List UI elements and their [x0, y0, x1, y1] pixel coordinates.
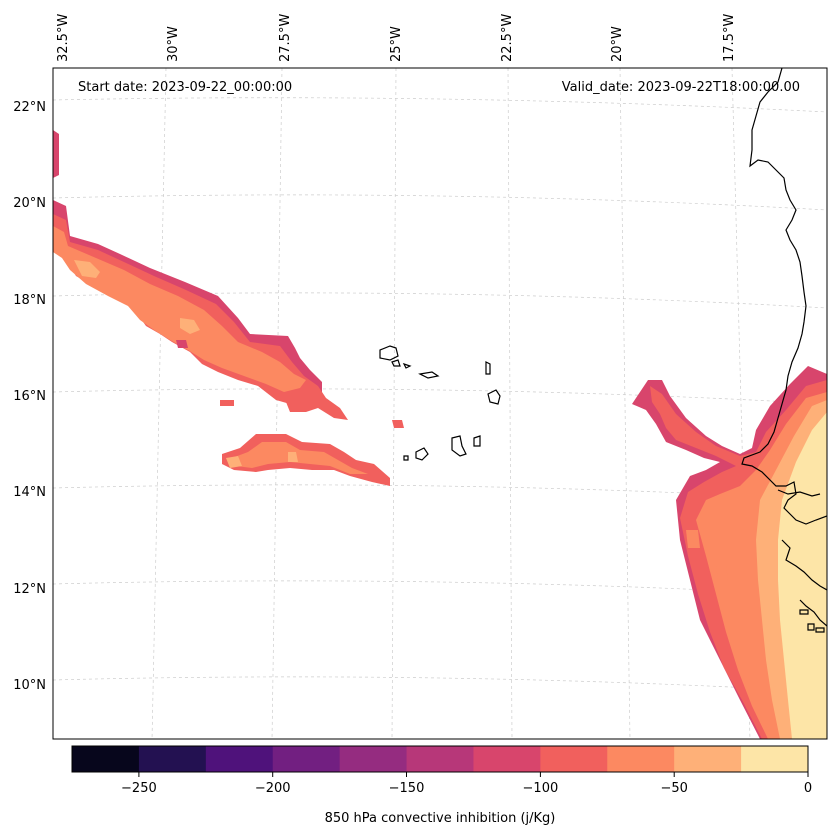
cin-fill-fragment-1 — [220, 400, 234, 406]
cin-contour-fills — [53, 130, 827, 739]
meridian-30w — [151, 68, 167, 739]
meridian-20w — [619, 68, 631, 739]
meridian-27-5w — [271, 68, 283, 739]
colorbar-swatch — [741, 746, 809, 772]
colorbar-ticks — [138, 772, 809, 777]
island-fogo — [415, 447, 429, 461]
map-frame — [52, 67, 828, 740]
colorbar-swatch — [205, 746, 274, 772]
meridian-25w — [391, 68, 397, 739]
coastlines — [379, 68, 827, 633]
start-date-label: Start date: 2023-09-22_00:00:00 — [78, 80, 292, 95]
island-santa-luzia — [402, 362, 412, 369]
cin-fill-south-band-core-2 — [288, 452, 298, 462]
cin-fill-south-band-inner — [232, 442, 368, 474]
colorbar-swatch — [138, 746, 207, 772]
coastline-guinea — [799, 599, 827, 627]
parallel-10n — [53, 676, 827, 693]
meridian-32-5w — [48, 68, 52, 740]
lat-label-12n: 12°N — [13, 582, 46, 597]
cin-fill-south-band-core — [226, 456, 242, 468]
colorbar-tick-label-0: 0 — [804, 781, 812, 796]
colorbar-tick-label-neg100: −100 — [523, 781, 559, 796]
island-boa-vista — [487, 389, 501, 405]
lat-label-20n: 20°N — [13, 196, 46, 211]
island-brava — [403, 455, 409, 461]
meridian-22-5w — [507, 68, 513, 739]
lon-label-17-5w: 17.5°W — [722, 14, 737, 62]
longitude-labels: 32.5°W 30°W 27.5°W 25°W 22.5°W 20°W 17.5… — [56, 14, 737, 62]
coastline-guinea-bissau — [781, 539, 827, 591]
cin-fill-west-edge — [53, 130, 59, 178]
island-santo-antao — [379, 345, 399, 361]
island-santiago — [451, 435, 467, 457]
colorbar-swatch — [406, 746, 474, 772]
parallel-16n — [53, 388, 827, 405]
colorbar-swatch — [540, 746, 608, 772]
colorbar-tick-label-neg250: −250 — [121, 781, 157, 796]
cin-fill-fragment-3 — [392, 420, 404, 428]
cin-fill-nw-band-inner — [53, 226, 306, 392]
lon-label-30w: 30°W — [166, 26, 181, 62]
lat-label-22n: 22°N — [13, 100, 46, 115]
lon-label-22-5w: 22.5°W — [500, 14, 515, 62]
colorbar-swatch — [473, 746, 541, 772]
colorbar-swatch — [272, 746, 341, 772]
lat-label-14n: 14°N — [13, 485, 46, 500]
cin-fill-fragment-4 — [176, 340, 188, 348]
island-sao-nicolau — [418, 371, 440, 379]
coastline-africa — [741, 68, 827, 525]
cin-fill-nw-band-core-2 — [180, 318, 200, 334]
colorbar-frame — [71, 745, 809, 773]
colorbar-tick-labels: −250 −200 −150 −100 −50 0 — [121, 781, 812, 796]
colorbar-swatch — [72, 746, 140, 772]
parallel-14n — [53, 484, 827, 501]
colorbar-swatch — [339, 746, 408, 772]
parallel-12n — [53, 580, 827, 597]
cin-fill-nw-band-core — [74, 260, 100, 278]
parallel-20n — [53, 194, 827, 211]
colorbar-tick-label-neg150: −150 — [389, 781, 425, 796]
colorbar-tick-label-neg50: −50 — [660, 781, 687, 796]
lat-label-18n: 18°N — [13, 293, 46, 308]
colorbar-swatch — [607, 746, 675, 772]
lon-label-27-5w: 27.5°W — [278, 14, 293, 62]
island-bijagos-3 — [815, 627, 825, 633]
island-bijagos-1 — [799, 609, 809, 615]
colorbar-tick-label-neg200: −200 — [255, 781, 291, 796]
island-sao-vicente — [391, 359, 401, 367]
cin-fill-fragment-2 — [286, 402, 304, 412]
lon-label-25w: 25°W — [389, 26, 404, 62]
cin-fill-east-fragment-2 — [716, 566, 728, 580]
island-bijagos-2 — [807, 623, 815, 631]
island-maio — [473, 435, 481, 447]
cin-fill-east-fragment-1 — [686, 530, 700, 548]
latitude-labels: 22°N 20°N 18°N 16°N 14°N 12°N 10°N — [13, 100, 46, 693]
lat-label-16n: 16°N — [13, 389, 46, 404]
lon-label-32-5w: 32.5°W — [56, 14, 71, 62]
valid-date-label: Valid_date: 2023-09-22T18:00:00.00 — [562, 80, 800, 95]
colorbar-label: 850 hPa convective inhibition (j/Kg) — [325, 811, 556, 826]
colorbar: −250 −200 −150 −100 −50 0 850 hPa convec… — [71, 745, 812, 826]
map-area — [53, 68, 827, 739]
coastline-gambia — [777, 489, 821, 497]
lat-label-10n: 10°N — [13, 678, 46, 693]
colorbar-swatches — [72, 746, 809, 772]
island-sal — [485, 361, 491, 375]
parallel-22n — [53, 97, 827, 113]
lon-label-20w: 20°W — [610, 26, 625, 62]
colorbar-swatch — [674, 746, 742, 772]
